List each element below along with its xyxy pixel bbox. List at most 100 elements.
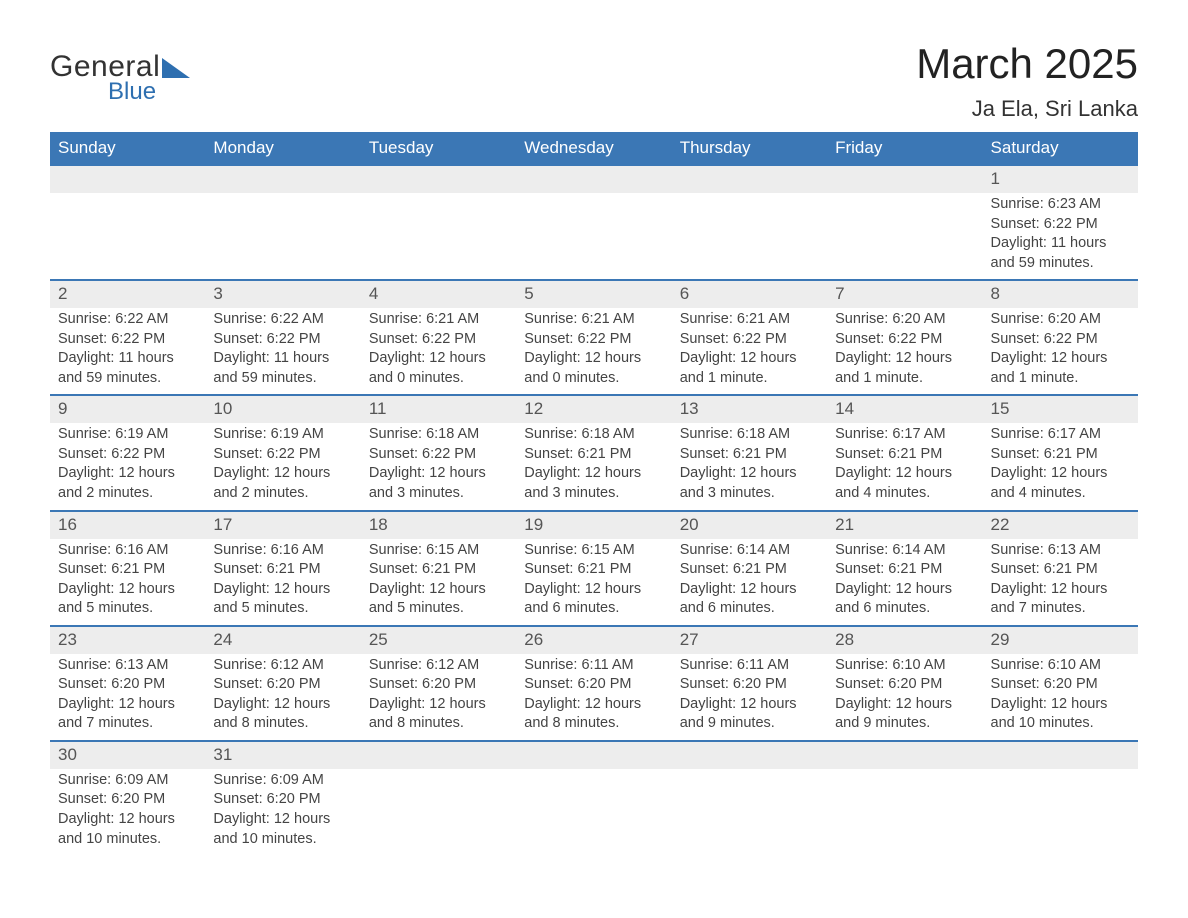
weekday-header-row: Sunday Monday Tuesday Wednesday Thursday… (50, 132, 1138, 165)
day-number: 7 (827, 281, 982, 308)
daylight: Daylight: 12 hours and 6 minutes. (524, 580, 663, 619)
daylight: Daylight: 12 hours and 5 minutes. (213, 580, 352, 619)
day-cell: 23 (50, 626, 205, 654)
day-info-cell (205, 193, 360, 280)
day-cell: 14 (827, 395, 982, 423)
day-number: 31 (205, 742, 360, 769)
daylight: Daylight: 12 hours and 4 minutes. (835, 464, 974, 503)
day-info: Sunrise: 6:21 AMSunset: 6:22 PMDaylight:… (516, 308, 671, 394)
sunset: Sunset: 6:22 PM (58, 445, 197, 465)
day-cell: 20 (672, 511, 827, 539)
daylight: Daylight: 12 hours and 1 minute. (835, 349, 974, 388)
sunrise: Sunrise: 6:20 AM (991, 310, 1130, 330)
day-info (205, 193, 360, 201)
sunrise: Sunrise: 6:20 AM (835, 310, 974, 330)
day-info: Sunrise: 6:16 AMSunset: 6:21 PMDaylight:… (50, 539, 205, 625)
sunset: Sunset: 6:20 PM (369, 675, 508, 695)
day-cell: 25 (361, 626, 516, 654)
day-number: 23 (50, 627, 205, 654)
day-info: Sunrise: 6:18 AMSunset: 6:22 PMDaylight:… (361, 423, 516, 509)
day-cell: 10 (205, 395, 360, 423)
day-number (516, 742, 671, 746)
sunset: Sunset: 6:22 PM (213, 330, 352, 350)
daylight: Daylight: 12 hours and 7 minutes. (58, 695, 197, 734)
day-info: Sunrise: 6:21 AMSunset: 6:22 PMDaylight:… (361, 308, 516, 394)
day-info-cell: Sunrise: 6:16 AMSunset: 6:21 PMDaylight:… (205, 539, 360, 626)
sunset: Sunset: 6:21 PM (680, 560, 819, 580)
day-info: Sunrise: 6:10 AMSunset: 6:20 PMDaylight:… (983, 654, 1138, 740)
day-cell (361, 165, 516, 193)
day-cell: 7 (827, 280, 982, 308)
day-number (672, 742, 827, 746)
sunset: Sunset: 6:22 PM (524, 330, 663, 350)
day-info: Sunrise: 6:09 AMSunset: 6:20 PMDaylight:… (50, 769, 205, 855)
sunset: Sunset: 6:22 PM (213, 445, 352, 465)
daylight: Daylight: 12 hours and 8 minutes. (369, 695, 508, 734)
sunrise: Sunrise: 6:17 AM (991, 425, 1130, 445)
day-number: 11 (361, 396, 516, 423)
sunrise: Sunrise: 6:18 AM (524, 425, 663, 445)
day-info: Sunrise: 6:22 AMSunset: 6:22 PMDaylight:… (205, 308, 360, 394)
day-number: 4 (361, 281, 516, 308)
day-number: 3 (205, 281, 360, 308)
dayinfo-row: Sunrise: 6:13 AMSunset: 6:20 PMDaylight:… (50, 654, 1138, 741)
day-number: 30 (50, 742, 205, 769)
day-info-cell: Sunrise: 6:20 AMSunset: 6:22 PMDaylight:… (827, 308, 982, 395)
day-info: Sunrise: 6:15 AMSunset: 6:21 PMDaylight:… (516, 539, 671, 625)
daynum-row: 16171819202122 (50, 511, 1138, 539)
sunset: Sunset: 6:21 PM (835, 445, 974, 465)
sunset: Sunset: 6:22 PM (369, 330, 508, 350)
dayinfo-row: Sunrise: 6:19 AMSunset: 6:22 PMDaylight:… (50, 423, 1138, 510)
sunrise: Sunrise: 6:18 AM (680, 425, 819, 445)
sunset: Sunset: 6:22 PM (835, 330, 974, 350)
day-info-cell: Sunrise: 6:15 AMSunset: 6:21 PMDaylight:… (516, 539, 671, 626)
day-number: 20 (672, 512, 827, 539)
day-info-cell (361, 193, 516, 280)
day-cell: 15 (983, 395, 1138, 423)
day-cell (983, 741, 1138, 769)
sunset: Sunset: 6:22 PM (680, 330, 819, 350)
day-cell: 9 (50, 395, 205, 423)
daynum-row: 2345678 (50, 280, 1138, 308)
day-info-cell: Sunrise: 6:19 AMSunset: 6:22 PMDaylight:… (50, 423, 205, 510)
weekday-header: Tuesday (361, 132, 516, 165)
day-number (361, 742, 516, 746)
sunset: Sunset: 6:20 PM (991, 675, 1130, 695)
day-info: Sunrise: 6:13 AMSunset: 6:20 PMDaylight:… (50, 654, 205, 740)
day-number: 16 (50, 512, 205, 539)
day-info-cell (672, 193, 827, 280)
sunrise: Sunrise: 6:09 AM (58, 771, 197, 791)
sunrise: Sunrise: 6:14 AM (680, 541, 819, 561)
day-cell: 19 (516, 511, 671, 539)
day-info-cell: Sunrise: 6:21 AMSunset: 6:22 PMDaylight:… (361, 308, 516, 395)
day-cell (361, 741, 516, 769)
sunset: Sunset: 6:22 PM (369, 445, 508, 465)
brand-blue: Blue (108, 78, 156, 106)
day-number: 22 (983, 512, 1138, 539)
day-number: 26 (516, 627, 671, 654)
day-number: 28 (827, 627, 982, 654)
sunset: Sunset: 6:21 PM (213, 560, 352, 580)
sunrise: Sunrise: 6:11 AM (524, 656, 663, 676)
day-info: Sunrise: 6:19 AMSunset: 6:22 PMDaylight:… (205, 423, 360, 509)
weekday-header: Sunday (50, 132, 205, 165)
sunrise: Sunrise: 6:10 AM (991, 656, 1130, 676)
brand-logo: General Blue (50, 50, 190, 106)
day-info-cell: Sunrise: 6:19 AMSunset: 6:22 PMDaylight:… (205, 423, 360, 510)
weekday-header: Monday (205, 132, 360, 165)
day-info: Sunrise: 6:17 AMSunset: 6:21 PMDaylight:… (827, 423, 982, 509)
day-info: Sunrise: 6:22 AMSunset: 6:22 PMDaylight:… (50, 308, 205, 394)
daylight: Daylight: 12 hours and 3 minutes. (524, 464, 663, 503)
sunrise: Sunrise: 6:17 AM (835, 425, 974, 445)
day-cell: 27 (672, 626, 827, 654)
day-number: 10 (205, 396, 360, 423)
day-info-cell: Sunrise: 6:21 AMSunset: 6:22 PMDaylight:… (516, 308, 671, 395)
sunrise: Sunrise: 6:21 AM (680, 310, 819, 330)
day-cell (827, 741, 982, 769)
day-info: Sunrise: 6:09 AMSunset: 6:20 PMDaylight:… (205, 769, 360, 855)
sunrise: Sunrise: 6:11 AM (680, 656, 819, 676)
sunset: Sunset: 6:20 PM (680, 675, 819, 695)
day-cell: 18 (361, 511, 516, 539)
day-cell: 5 (516, 280, 671, 308)
day-info (827, 769, 982, 777)
